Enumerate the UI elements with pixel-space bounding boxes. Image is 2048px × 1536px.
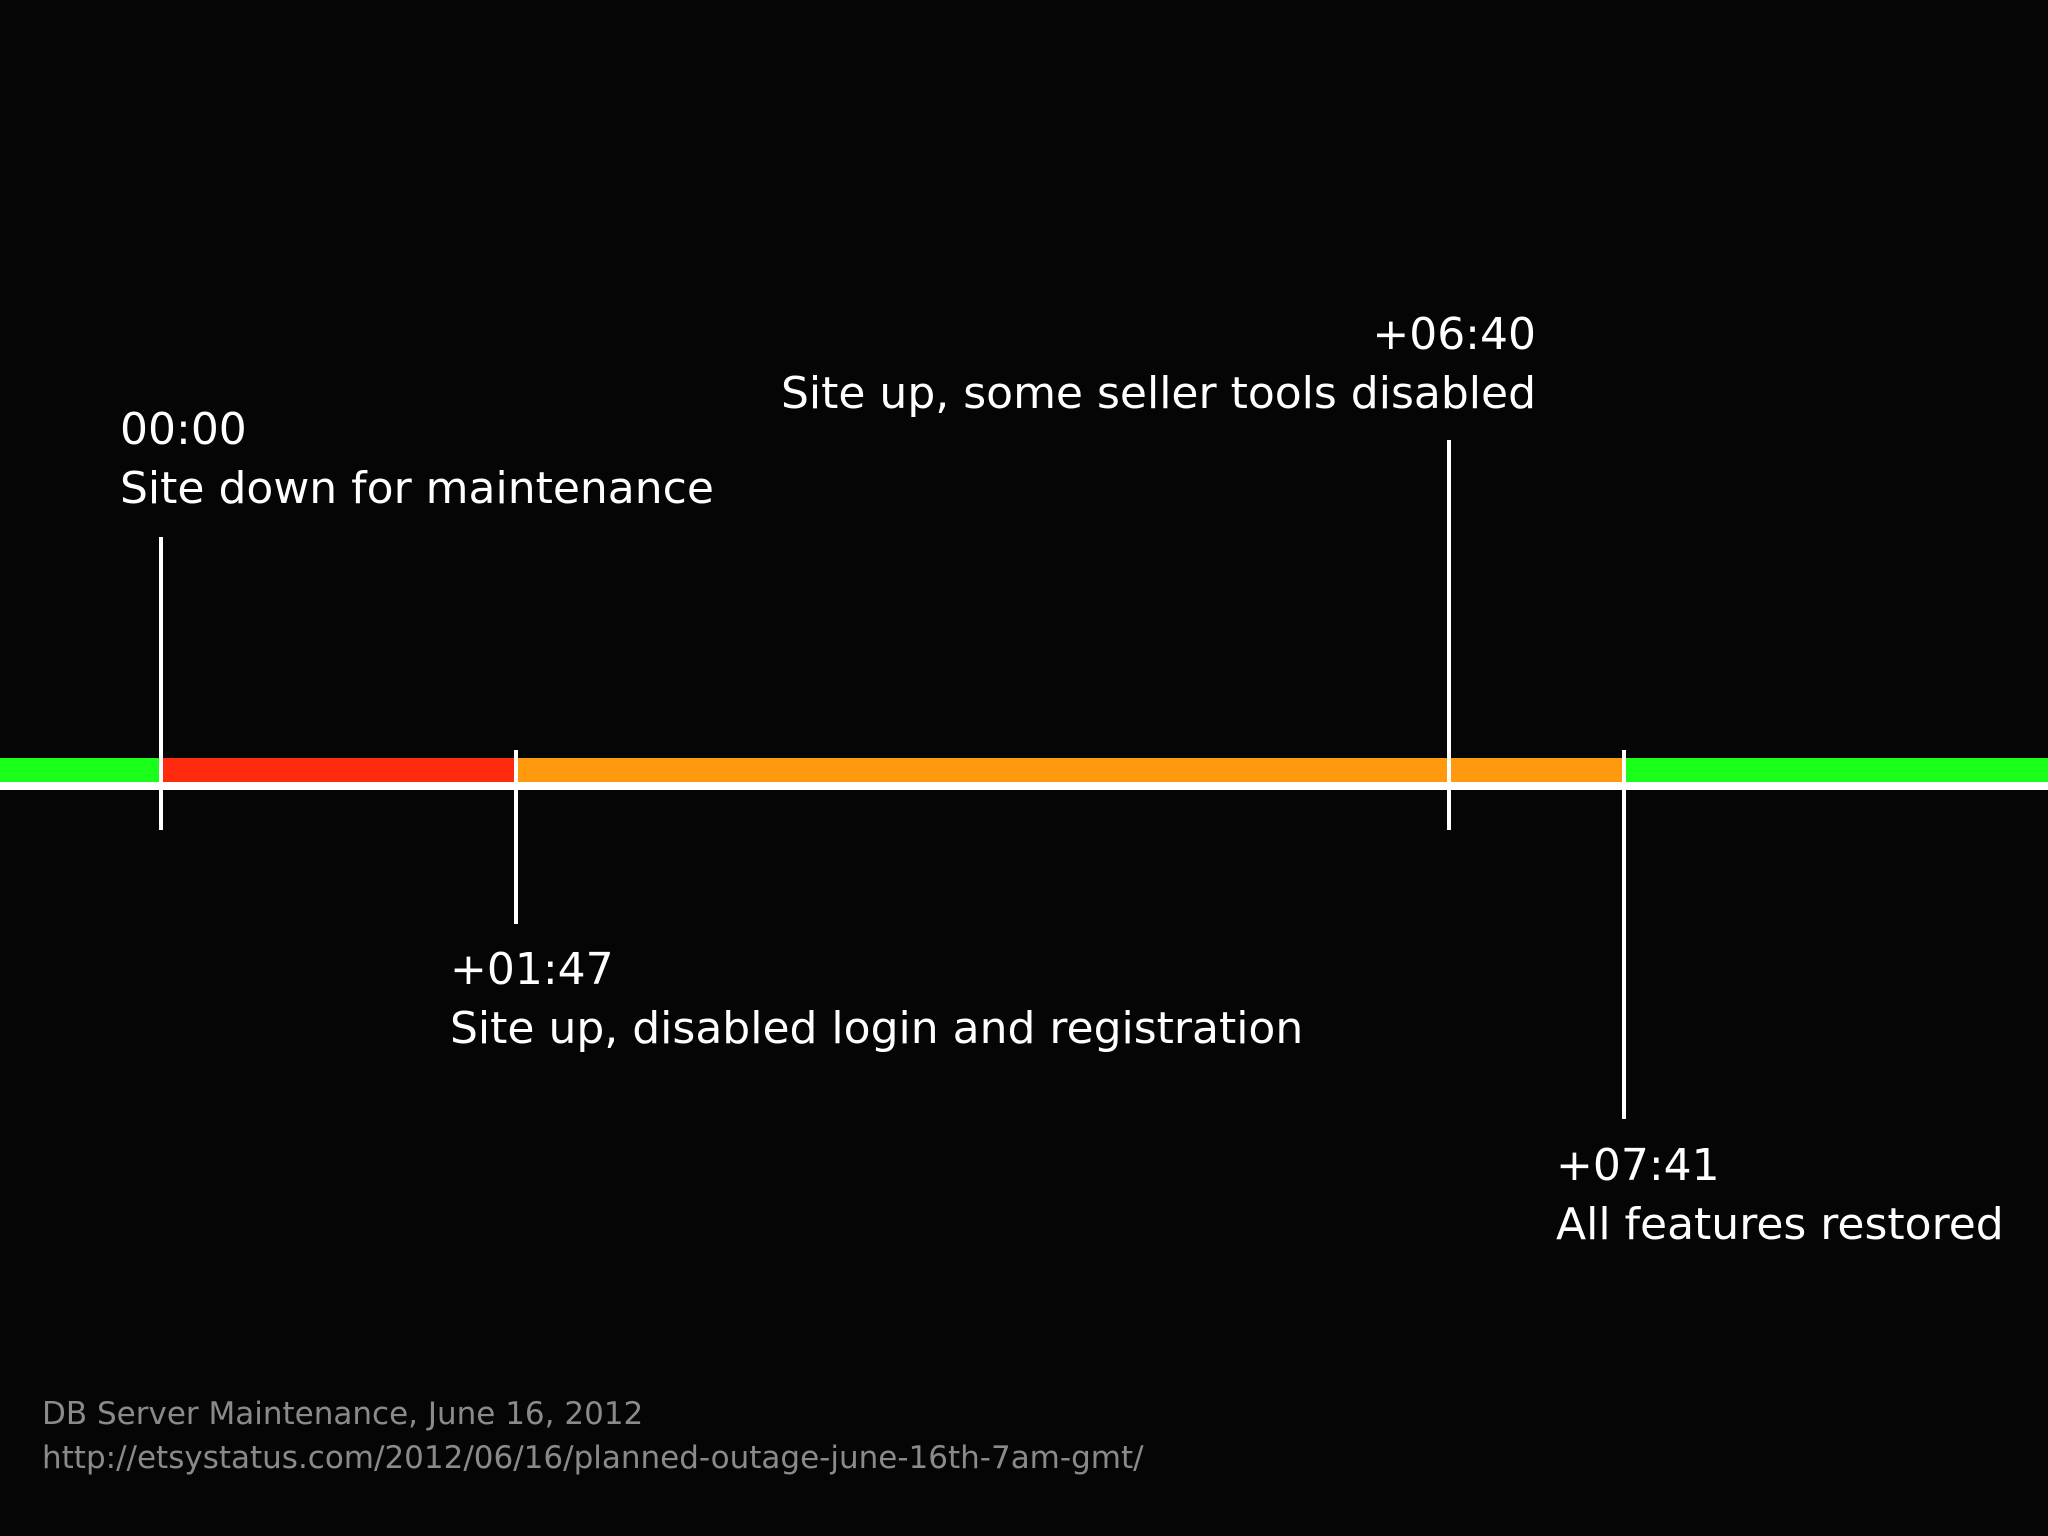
timeline-baseline xyxy=(0,782,2048,790)
event-description: Site up, some seller tools disabled xyxy=(780,368,1536,419)
timeline-segment-degraded xyxy=(516,758,1624,782)
event-time: +06:40 xyxy=(1372,309,1536,360)
event-description: Site down for maintenance xyxy=(120,463,714,514)
event-label-4: +07:41 All features restored xyxy=(1556,1136,2004,1254)
tick-event-4 xyxy=(1622,750,1626,1119)
source-caption: DB Server Maintenance, June 16, 2012 htt… xyxy=(42,1392,1144,1480)
tick-event-3 xyxy=(1447,440,1451,830)
tick-event-2 xyxy=(514,750,518,924)
tick-event-1 xyxy=(159,537,163,830)
source-title: DB Server Maintenance, June 16, 2012 xyxy=(42,1396,644,1432)
event-time: +07:41 xyxy=(1556,1140,1720,1191)
event-description: Site up, disabled login and registration xyxy=(450,1003,1304,1054)
event-label-2: +01:47 Site up, disabled login and regis… xyxy=(450,940,1303,1058)
event-label-1: 00:00 Site down for maintenance xyxy=(120,400,714,518)
timeline-segment-down xyxy=(161,758,516,782)
event-time: +01:47 xyxy=(450,944,614,995)
event-label-3: +06:40 Site up, some seller tools disabl… xyxy=(781,305,1536,423)
timeline-segment-up-before xyxy=(0,758,161,782)
source-url: http://etsystatus.com/2012/06/16/planned… xyxy=(42,1440,1144,1476)
event-time: 00:00 xyxy=(120,404,247,455)
event-description: All features restored xyxy=(1556,1199,2004,1250)
timeline-segment-up-after xyxy=(1624,758,2048,782)
